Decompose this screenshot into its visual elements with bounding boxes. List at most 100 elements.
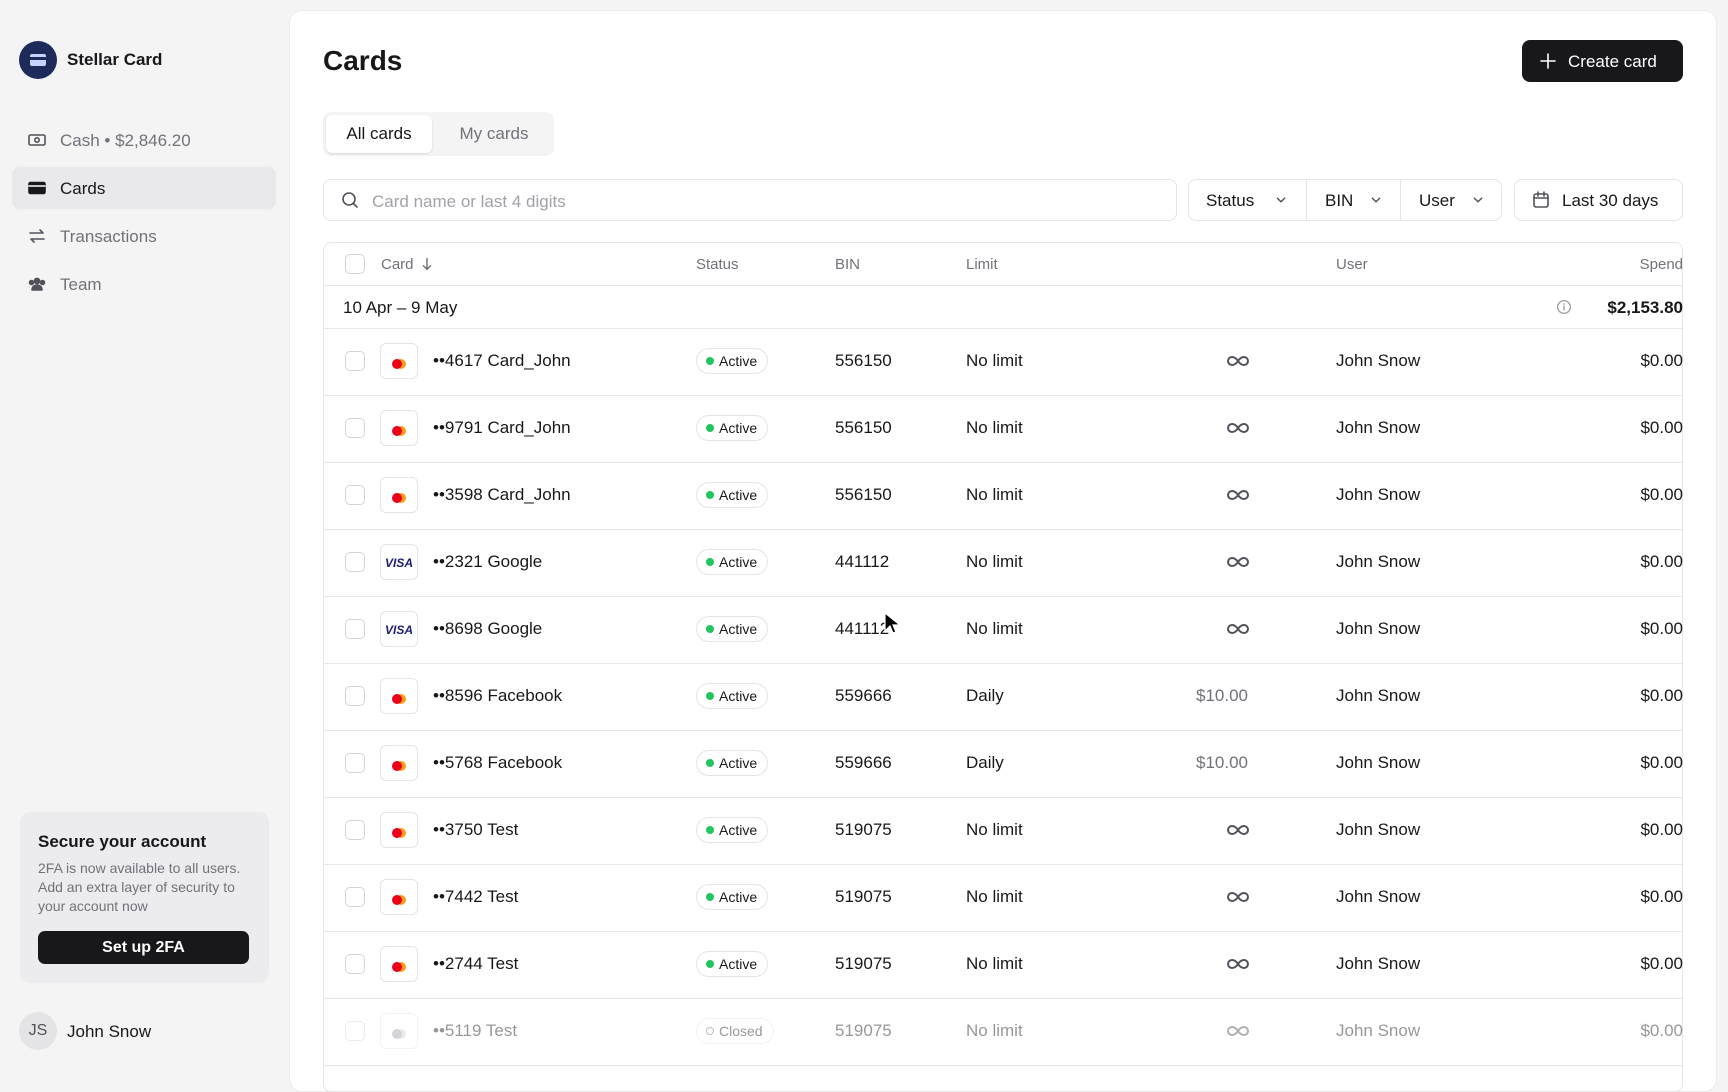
bin: 556150 [835,485,892,504]
search-icon [340,190,360,215]
filter-dropdown[interactable]: User [1400,179,1502,221]
brand-logo [19,41,57,79]
table-row[interactable]: ••7442 Test Active 519075 No limit John Snow… [0,864,1728,931]
row-line [323,797,1683,798]
nav-item[interactable]: Transactions [12,215,276,257]
status-label: Active [719,353,758,369]
table-row[interactable]: ••8596 Facebook Active 559666 Daily $10.00 Jo… [0,663,1728,730]
limit: No limit [966,552,1023,571]
infinity-icon [1226,954,1250,979]
user-name: John Snow [67,1022,152,1041]
card-logo [380,745,418,781]
filter-dropdown[interactable]: BIN [1306,179,1400,221]
promo-text: 2FA is now available to all users. Add a… [38,860,241,914]
column-header: BIN [835,256,861,273]
table-row[interactable]: ••5768 Facebook Active 559666 Daily $10.00 Jo… [0,730,1728,797]
chk[interactable] [345,753,365,773]
sort-icon [418,255,436,278]
limit: Daily [966,686,1004,705]
status-label: Active [719,487,758,503]
row-line [323,529,1683,530]
limit: No limit [966,820,1023,839]
chk[interactable] [345,619,365,639]
chk[interactable] [345,1021,365,1041]
card-name: ••2744 Test [433,954,519,973]
card-name: ••7442 Test [433,887,519,906]
limit: No limit [966,485,1023,504]
bin: 519075 [835,887,892,906]
infinity-icon [1226,351,1250,376]
spend: $0.00 [1640,954,1683,973]
filter-dropdown[interactable]: Status [1188,179,1306,221]
filter-label: User [1419,191,1455,210]
card-logo [380,343,418,379]
chk[interactable] [345,351,365,371]
limit: No limit [966,418,1023,437]
chk[interactable] [345,552,365,572]
infinity-icon [1226,887,1250,912]
chk[interactable] [345,686,365,706]
bin: 441112 [835,552,890,571]
chk[interactable] [345,820,365,840]
spend: $0.00 [1640,418,1683,437]
table-row[interactable]: ••3750 Test Active 519075 No limit John Snow… [0,797,1728,864]
tab[interactable]: My cards [459,124,529,143]
mastercard-logo [381,1014,417,1053]
status-label: Active [719,822,758,838]
nav-item[interactable]: Cards [12,167,276,209]
chk[interactable] [345,485,365,505]
table-row[interactable]: VISA ••8698 Google Active 441112 No limit Joh… [0,596,1728,663]
card-name: ••4617 Card_John [433,351,571,370]
table-row[interactable]: VISA ••2321 Google Active 441112 No limit Joh… [0,529,1728,596]
spend: $0.00 [1640,753,1683,772]
bin: 556150 [835,418,892,437]
nav-icon [27,274,47,299]
card-logo [380,678,418,714]
bin: 519075 [835,820,892,839]
limit: No limit [966,619,1023,638]
status-badge: Active [696,616,769,642]
nav-label: Cards [60,179,106,198]
spend: $0.00 [1640,552,1683,571]
mastercard-logo [381,880,417,919]
status-badge: Active [696,884,769,910]
chk[interactable] [345,887,365,907]
status-badge: Active [696,549,769,575]
table-row[interactable]: ••2744 Test Active 519075 No limit John Snow… [0,931,1728,998]
promo-button[interactable]: Set up 2FA [38,931,249,964]
status-badge: Closed [696,1018,774,1044]
create-card-button[interactable]: Create card [1522,40,1683,82]
chevron-icon [1367,191,1385,214]
calendar-icon [1531,190,1551,215]
row-line [323,328,1683,329]
date-filter[interactable]: Last 30 days [1514,179,1683,221]
group-label: 10 Apr – 9 May [343,298,458,317]
chk[interactable] [345,254,365,274]
status-badge: Active [696,817,769,843]
search-input[interactable]: Card name or last 4 digits [323,179,1177,221]
card-name: ••8596 Facebook [433,686,563,705]
table-row[interactable]: ••5119 Test Closed 519075 No limit John Snow… [0,998,1728,1065]
bin: 556150 [835,351,892,370]
row-line [323,864,1683,865]
card-logo: VISA [380,544,418,580]
status-badge: Active [696,951,769,977]
tab[interactable]: All cards [326,115,432,153]
nav-icon [27,130,47,155]
chk[interactable] [345,418,365,438]
table-row[interactable]: ••3598 Card_John Active 556150 No limit John… [0,462,1728,529]
card-logo: VISA [380,611,418,647]
nav-item[interactable]: Cash • $2,846.20 [12,119,276,161]
nav-item[interactable]: Team [12,263,276,305]
table-row[interactable]: ••9791 Card_John Active 556150 No limit John… [0,395,1728,462]
column-header[interactable]: Card [381,256,414,273]
cursor [884,611,902,641]
bin: 559666 [835,753,892,772]
status-label: Active [719,554,758,570]
user: John Snow [1336,485,1421,504]
nav-icon [27,226,47,251]
chk[interactable] [345,954,365,974]
table-row[interactable]: ••4617 Card_John Active 556150 No limit John… [0,328,1728,395]
mastercard-logo [381,679,417,718]
card-logo [380,879,418,915]
